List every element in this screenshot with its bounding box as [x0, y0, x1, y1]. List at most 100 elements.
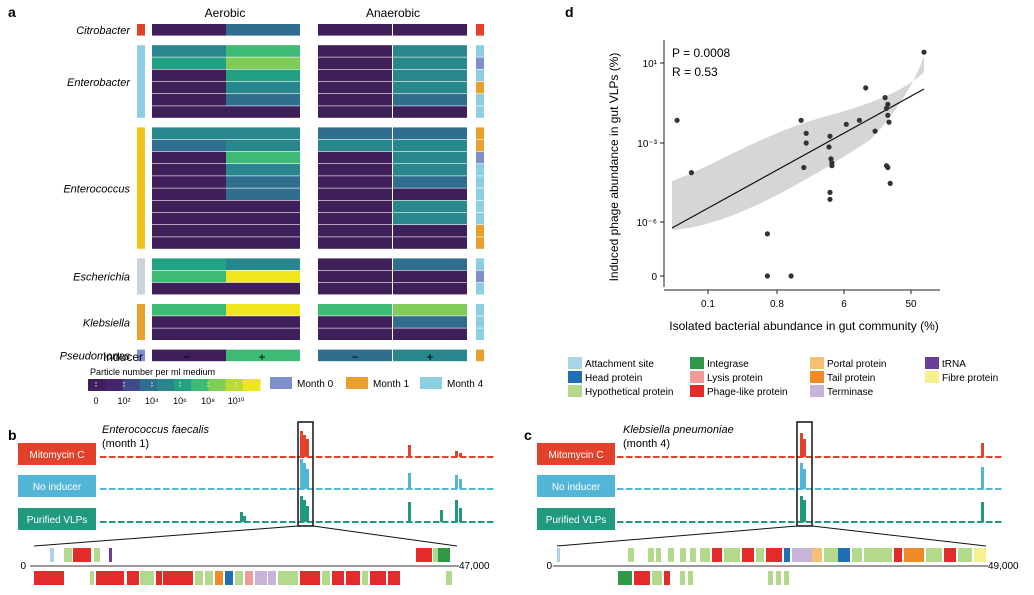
month-marker [476, 151, 484, 164]
heatmap-cell [226, 45, 300, 57]
scatter-point [872, 128, 878, 134]
panel-b-subtitle: (month 1) [102, 438, 149, 450]
month-marker [476, 176, 484, 188]
heatmap-cell [318, 176, 392, 188]
heatmap-cell [152, 57, 226, 69]
gene-block [824, 548, 838, 562]
month0-label: Month 0 [297, 379, 334, 390]
heatmap-cell [318, 45, 392, 57]
scatter-point [885, 112, 891, 118]
colorbar-segment [191, 379, 209, 391]
scatter-point [856, 117, 863, 123]
heatmap-cell [226, 316, 300, 328]
zoom-line [312, 525, 458, 547]
colorbar-segment [156, 379, 175, 391]
colorbar-tick-label: 10² [117, 396, 130, 406]
panel-b-start: 0 [20, 561, 26, 572]
heatmap-cell [152, 225, 226, 237]
coverage-peak [800, 433, 803, 457]
month4-label: Month 4 [447, 379, 484, 390]
gene-block [94, 548, 100, 562]
gene-block [618, 571, 632, 585]
month-marker [476, 164, 484, 176]
month-marker [476, 237, 484, 249]
inducer-sign-aer-plus: + [258, 350, 265, 364]
gene-block [958, 548, 972, 562]
colorbar-tick-label: 10⁴ [145, 396, 159, 406]
gene-legend-swatch [690, 385, 704, 397]
gene-legend-swatch [810, 385, 824, 397]
panel-a: a Aerobic Anaerobic Citrobacter Enterobac… [8, 4, 484, 406]
heatmap-cell [318, 237, 392, 249]
heatmap-cell [393, 188, 467, 200]
heatmap-cell [226, 212, 300, 225]
coverage-peak [800, 463, 803, 489]
coverage-peak [800, 496, 803, 522]
gene-block [648, 548, 654, 562]
genus-label: Enterococcus [63, 183, 130, 195]
panel-b-end: 47,000 [459, 561, 490, 572]
coverage-peak [981, 443, 984, 457]
gene-block [73, 548, 91, 562]
heatmap-cell [393, 328, 467, 340]
gene-legend-label: Attachment site [585, 359, 654, 370]
gene-legend-swatch [568, 371, 582, 383]
gene-block [944, 548, 956, 562]
scatter-point [883, 105, 890, 111]
genus-bar [137, 127, 145, 249]
gene-block [163, 571, 193, 585]
heatmap-cell [152, 127, 226, 139]
gene-legend-label: Phage-like protein [707, 387, 788, 398]
heatmap-cell [152, 69, 226, 82]
gene-legend-label: Terminase [827, 387, 874, 398]
coverage-peak [303, 500, 306, 522]
scatter-point [764, 231, 771, 237]
gene-block [628, 548, 634, 562]
heatmap-cell [393, 139, 467, 152]
gene-block [96, 571, 124, 585]
heatmap-cell [226, 81, 300, 94]
gene-block [724, 548, 740, 562]
gene-legend-label: Integrase [707, 359, 749, 370]
heatmap-cell [226, 139, 300, 152]
colorbar-tick-label: 10⁶ [173, 396, 187, 406]
heatmap-cell [318, 304, 392, 316]
gene-block [322, 571, 330, 585]
heatmap-cell [393, 127, 467, 139]
heatmap-cell [393, 151, 467, 164]
gene-block [766, 548, 782, 562]
heatmap-cell [152, 151, 226, 164]
heatmap-cell [318, 212, 392, 225]
heatmap-cell [318, 188, 392, 200]
heatmap-cell [226, 164, 300, 176]
heatmap-cell [152, 188, 226, 200]
heatmap-cell [226, 57, 300, 69]
scatter-plot: 10¹ 10⁻³ 10⁻⁶ 0 0.1 0.8 6 50 [636, 40, 940, 310]
heatmap-cell [226, 328, 300, 340]
track-label-box [537, 443, 615, 465]
gene-block [852, 548, 862, 562]
colorbar-segment [122, 379, 141, 391]
month-legend: Month 0 Month 1 Month 4 [270, 377, 484, 390]
heatmap-cell [393, 225, 467, 237]
coverage-peak [408, 502, 411, 522]
scatter-point [674, 117, 680, 123]
heatmap-cell [226, 349, 300, 362]
heatmap-cell [318, 151, 392, 164]
scatter-point [788, 273, 794, 279]
heatmap-cell [152, 212, 226, 225]
scatter-point [803, 130, 809, 136]
r-value-annotation: R = 0.53 [672, 65, 718, 79]
gene-block [680, 571, 685, 585]
gene-block [140, 571, 154, 585]
x-axis-label: Isolated bacterial abundance in gut comm… [669, 319, 938, 333]
heatmap-cell [152, 24, 226, 36]
heatmap-cell [318, 258, 392, 270]
colorbar-segment [139, 379, 158, 391]
y-tick-label: 10¹ [643, 59, 658, 70]
coverage-peak [300, 431, 303, 457]
heatmap-cell [393, 94, 467, 106]
x-tick-label: 6 [841, 299, 847, 310]
heatmap-cell [393, 270, 467, 283]
